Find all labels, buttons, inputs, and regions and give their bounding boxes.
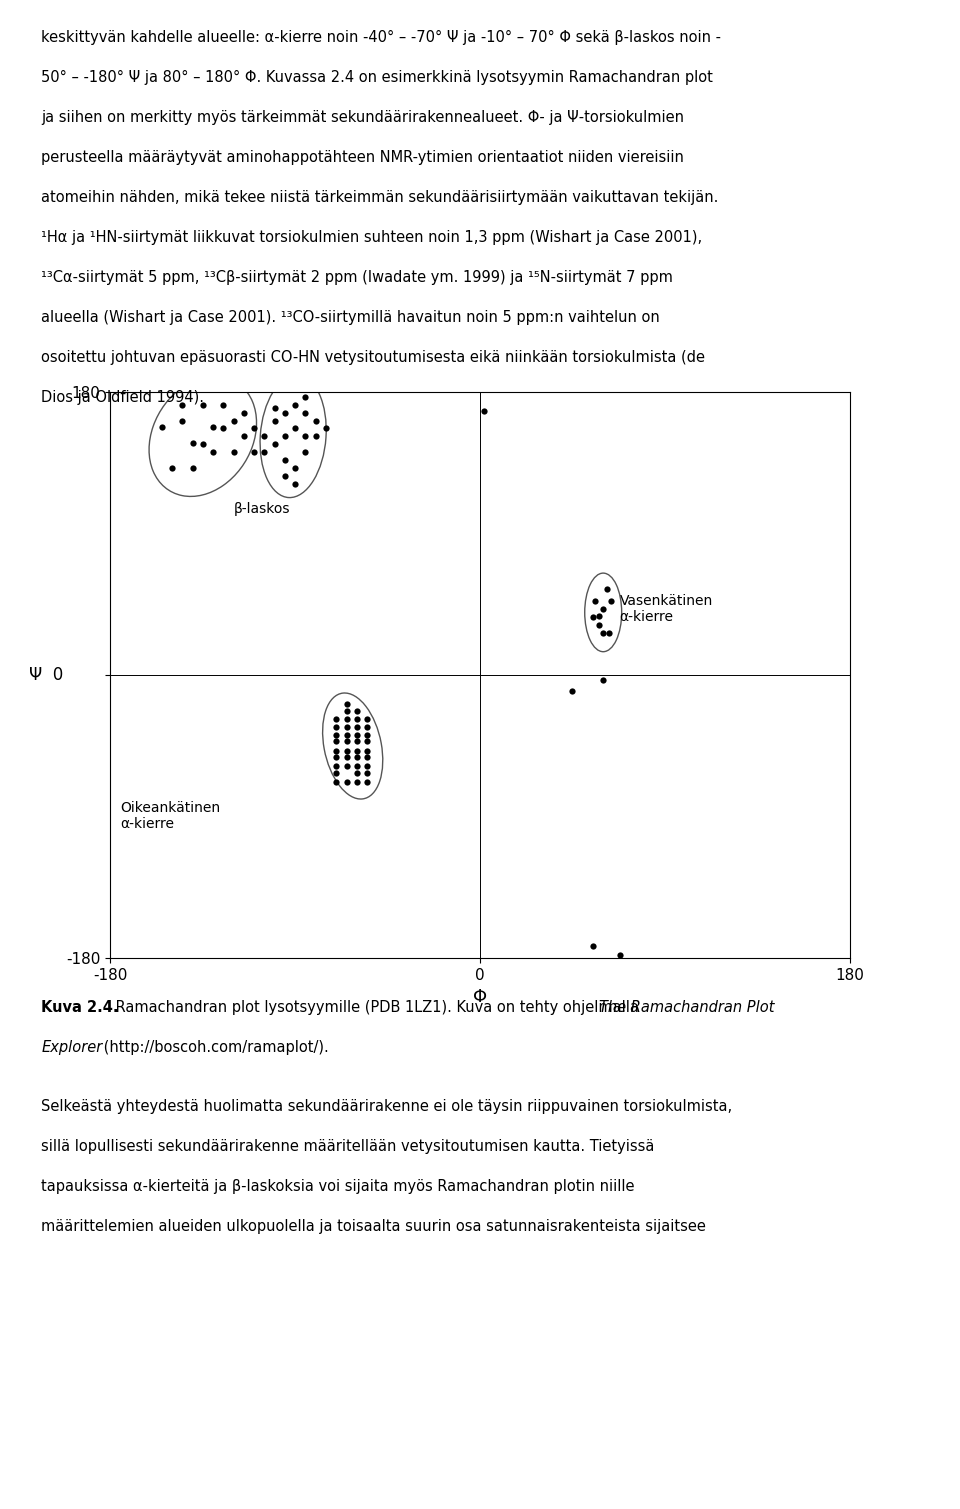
Text: keskittyvän kahdelle alueelle: α-kierre noin -40° – -70° Ψ ja -10° – 70° Φ sekä : keskittyvän kahdelle alueelle: α-kierre … (41, 30, 721, 45)
Text: The Ramachandran Plot: The Ramachandran Plot (599, 1000, 775, 1016)
Text: Explorer: Explorer (41, 1041, 103, 1055)
Text: ja siihen on merkitty myös tärkeimmät sekundäärirakennealueet. Φ- ja Ψ-torsiokul: ja siihen on merkitty myös tärkeimmät se… (41, 110, 684, 125)
Text: sillä lopullisesti sekundäärirakenne määritellään vetysitoutumisen kautta. Tiety: sillä lopullisesti sekundäärirakenne mää… (41, 1139, 655, 1153)
Text: alueella (Wishart ja Case 2001). ¹³CO-siirtymillä havaitun noin 5 ppm:n vaihtelu: alueella (Wishart ja Case 2001). ¹³CO-si… (41, 311, 660, 324)
Text: perusteella määräytyvät aminohappotähteen NMR-ytimien orientaatiot niiden vierei: perusteella määräytyvät aminohappotähtee… (41, 151, 684, 164)
Text: ¹³Cα-siirtymät 5 ppm, ¹³Cβ-siirtymät 2 ppm (Iwadate ym. 1999) ja ¹⁵N-siirtymät 7: ¹³Cα-siirtymät 5 ppm, ¹³Cβ-siirtymät 2 p… (41, 270, 673, 285)
Text: Ramachandran plot lysotsyymille (PDB 1LZ1). Kuva on tehty ohjelmalla: Ramachandran plot lysotsyymille (PDB 1LZ… (111, 1000, 644, 1016)
Text: Kuva 2.4.: Kuva 2.4. (41, 1000, 119, 1016)
Text: ¹Hα ja ¹HN-siirtymät liikkuvat torsiokulmien suhteen noin 1,3 ppm (Wishart ja Ca: ¹Hα ja ¹HN-siirtymät liikkuvat torsiokul… (41, 231, 703, 244)
Text: Selkeästä yhteydestä huolimatta sekundäärirakenne ei ole täysin riippuvainen tor: Selkeästä yhteydestä huolimatta sekundää… (41, 1099, 732, 1114)
Text: osoitettu johtuvan epäsuorasti CO-HN vetysitoutumisesta eikä niinkään torsiokulm: osoitettu johtuvan epäsuorasti CO-HN vet… (41, 350, 706, 365)
Text: atomeihin nähden, mikä tekee niistä tärkeimmän sekundäärisiirtymään vaikuttavan : atomeihin nähden, mikä tekee niistä tärk… (41, 190, 719, 205)
Text: β-laskos: β-laskos (233, 502, 290, 516)
Text: Ψ  0: Ψ 0 (29, 667, 63, 684)
Text: tapauksissa α-kierteitä ja β-laskoksia voi sijaita myös Ramachandran plotin niil: tapauksissa α-kierteitä ja β-laskoksia v… (41, 1179, 635, 1194)
Text: (http://boscoh.com/ramaplot/).: (http://boscoh.com/ramaplot/). (99, 1041, 328, 1055)
Text: määrittelemien alueiden ulkopuolella ja toisaalta suurin osa satunnaisrakenteist: määrittelemien alueiden ulkopuolella ja … (41, 1219, 707, 1233)
Text: 50° – -180° Ψ ja 80° – 180° Φ. Kuvassa 2.4 on esimerkkinä lysotsyymin Ramachandr: 50° – -180° Ψ ja 80° – 180° Φ. Kuvassa 2… (41, 69, 713, 85)
Text: Vasenkätinen
α-kierre: Vasenkätinen α-kierre (619, 595, 713, 625)
Text: Dios ja Oldfield 1994).: Dios ja Oldfield 1994). (41, 389, 204, 404)
X-axis label: Φ: Φ (473, 988, 487, 1007)
Text: Oikeankätinen
α-kierre: Oikeankätinen α-kierre (121, 801, 221, 831)
